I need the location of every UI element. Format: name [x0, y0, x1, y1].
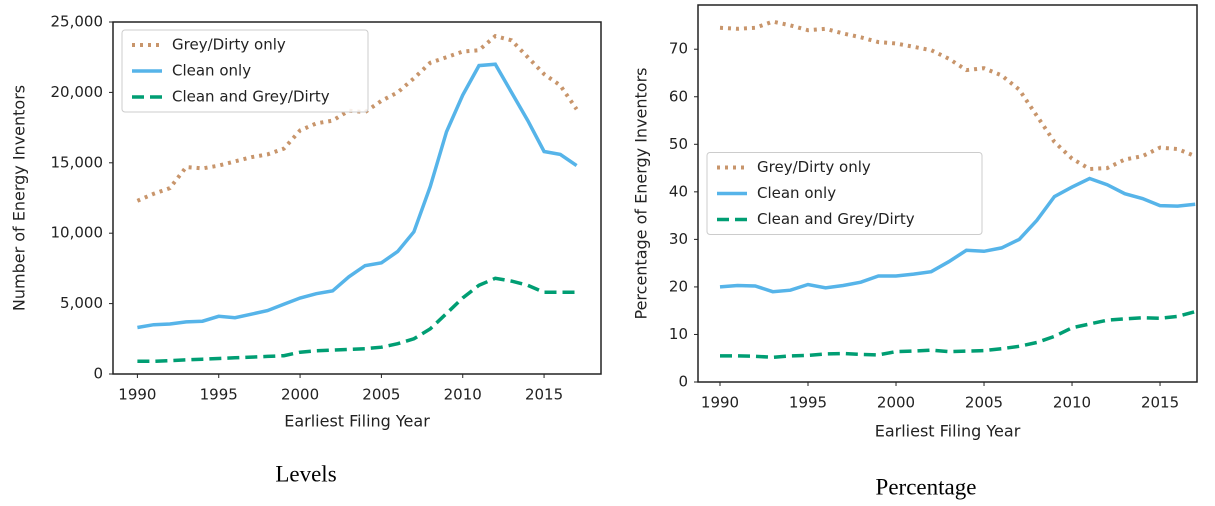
legend-label: Grey/Dirty only [757, 158, 871, 176]
series-line [136, 33, 579, 203]
legend-label: Clean and Grey/Dirty [172, 88, 330, 106]
caption: Levels [275, 461, 336, 486]
y-tick-label: 40 [669, 182, 688, 200]
caption: Percentage [876, 474, 977, 499]
x-tick-label: 2005 [965, 394, 1003, 412]
series-line [719, 19, 1196, 172]
y-tick-label: 15,000 [51, 153, 104, 171]
series-line [137, 62, 578, 330]
x-tick-label: 2000 [281, 386, 319, 404]
series-line [137, 276, 577, 364]
x-tick-label: 2005 [362, 386, 400, 404]
y-tick-label: 60 [669, 87, 688, 105]
y-tick-label: 50 [669, 135, 688, 153]
y-tick-label: 25,000 [51, 13, 104, 31]
x-tick-label: 1995 [789, 394, 827, 412]
x-tick-label: 2015 [525, 386, 563, 404]
y-tick-label: 70 [669, 40, 688, 58]
x-tick-label: 1995 [200, 386, 238, 404]
y-tick-label: 0 [93, 365, 103, 383]
legend-label: Clean and Grey/Dirty [757, 210, 915, 228]
legend-label: Clean only [172, 62, 251, 80]
plot-frame [112, 21, 602, 375]
y-axis-label: Number of Energy Inventors [10, 85, 29, 311]
y-tick-label: 30 [669, 230, 688, 248]
x-tick-label: 2000 [877, 394, 915, 412]
x-tick-label: 2010 [444, 386, 482, 404]
y-tick-label: 0 [678, 373, 688, 391]
x-axis-label: Earliest Filing Year [284, 412, 430, 431]
y-tick-label: 20 [669, 277, 688, 295]
y-tick-label: 5,000 [60, 294, 103, 312]
x-tick-label: 2015 [1141, 394, 1179, 412]
series-line [719, 176, 1196, 294]
legend-label: Grey/Dirty only [172, 36, 286, 54]
x-tick-label: 1990 [118, 386, 156, 404]
y-tick-label: 20,000 [51, 83, 104, 101]
series-line [720, 309, 1196, 360]
legend-box [121, 29, 369, 113]
x-axis-label: Earliest Filing Year [875, 422, 1021, 441]
legend-box [706, 152, 983, 235]
x-tick-label: 1990 [701, 394, 739, 412]
legend-label: Clean only [757, 184, 836, 202]
plot-frame [697, 4, 1198, 383]
y-axis-label: Percentage of Energy Inventors [632, 68, 651, 320]
y-tick-label: 10 [669, 325, 688, 343]
y-tick-label: 10,000 [51, 224, 104, 242]
x-tick-label: 2010 [1053, 394, 1091, 412]
